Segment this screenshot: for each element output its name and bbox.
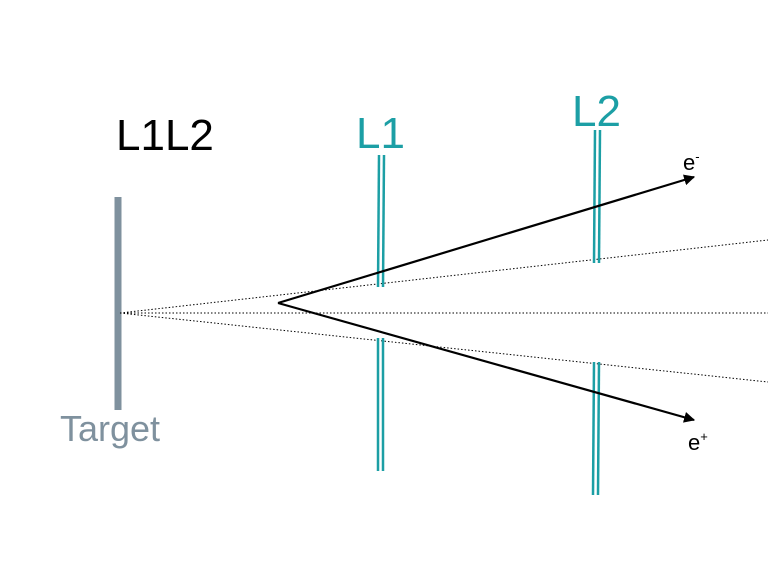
electron-track [277,174,696,305]
electron-charge: - [695,149,699,164]
layer-l2 [591,129,602,496]
diagram-title: L1L2 [116,111,214,160]
target-label: Target [60,408,160,449]
positron-charge: + [700,429,708,444]
positron-symbol: e [688,430,700,455]
layer-l1 [376,154,386,471]
electron-label: e- [683,149,700,175]
positron-label: e+ [688,429,708,455]
electron-symbol: e [683,150,695,175]
guide-lines [119,239,768,383]
lower-acceptance-line [119,312,768,383]
positron-track [277,301,696,423]
layer-l2-label: L2 [572,87,621,136]
layer-l1-label: L1 [356,109,405,158]
upper-acceptance-line [119,239,768,314]
